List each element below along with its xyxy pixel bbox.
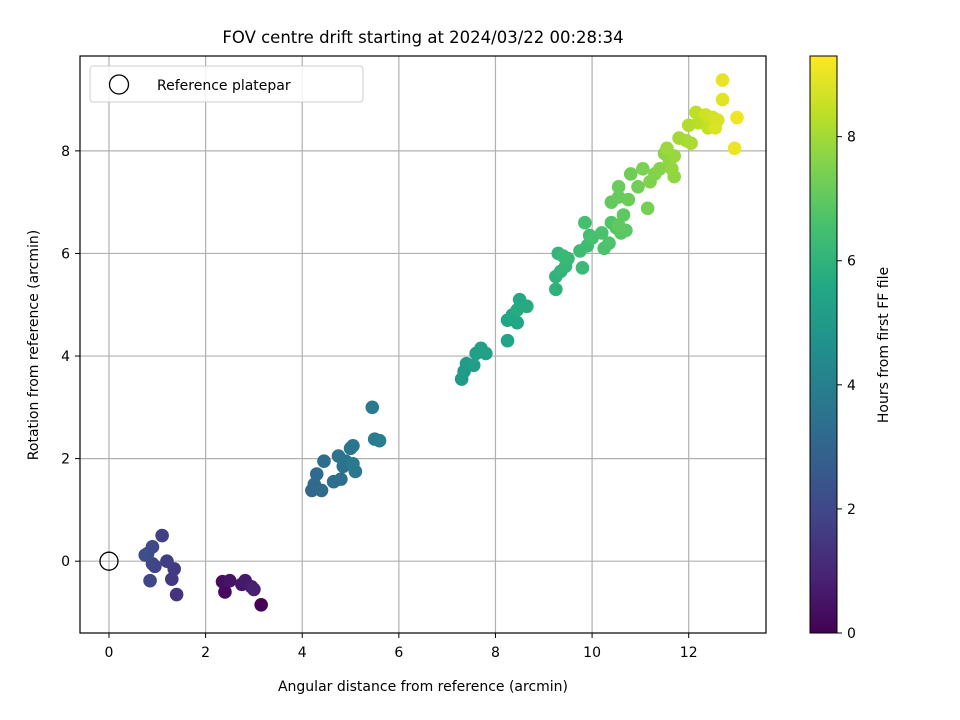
data-point xyxy=(715,73,730,87)
data-point xyxy=(466,358,481,373)
x-tick-label: 6 xyxy=(394,645,403,661)
data-point xyxy=(314,483,329,498)
data-point xyxy=(631,179,645,194)
colorbar-tick-label: 8 xyxy=(847,130,856,146)
data-point xyxy=(169,587,184,602)
data-point xyxy=(611,179,626,194)
x-tick-label: 2 xyxy=(201,645,210,661)
data-point xyxy=(636,162,650,176)
x-tick-label: 12 xyxy=(680,645,698,661)
colorbar-tick-label: 2 xyxy=(847,502,856,518)
data-point xyxy=(138,548,153,562)
x-tick-label: 10 xyxy=(583,645,601,661)
data-point xyxy=(479,346,493,361)
data-point xyxy=(365,400,380,415)
data-point xyxy=(556,249,570,263)
colorbar-ticks: 0 2 4 6 8 xyxy=(837,130,856,642)
colorbar-tick-label: 0 xyxy=(847,626,856,642)
colorbar-tick-label: 4 xyxy=(847,378,856,394)
data-point xyxy=(575,261,590,275)
y-axis-ticks: 0 2 4 6 8 xyxy=(61,144,80,570)
data-point xyxy=(549,282,563,297)
data-point xyxy=(621,192,636,207)
y-tick-label: 4 xyxy=(61,349,70,365)
y-tick-label: 0 xyxy=(61,554,70,570)
data-point xyxy=(222,573,237,588)
chart-title: FOV centre drift starting at 2024/03/22 … xyxy=(222,28,623,47)
colorbar-gradient xyxy=(809,55,838,634)
grid xyxy=(80,56,766,633)
data-point xyxy=(218,585,232,599)
data-point xyxy=(640,201,655,216)
data-point xyxy=(346,438,360,453)
y-tick-label: 6 xyxy=(61,246,70,262)
data-point xyxy=(715,92,730,107)
plot-frame xyxy=(79,55,767,634)
reference-marker xyxy=(99,551,119,571)
x-axis-label: Angular distance from reference (arcmin) xyxy=(278,679,568,695)
data-points xyxy=(138,73,744,612)
legend-box xyxy=(89,65,364,103)
x-tick-label: 8 xyxy=(491,645,500,661)
data-point xyxy=(334,472,348,486)
data-point xyxy=(309,467,324,481)
data-point xyxy=(247,582,261,597)
legend-entry-label: Reference platepar xyxy=(157,78,291,94)
data-point xyxy=(616,208,631,222)
data-point xyxy=(155,528,169,543)
data-point xyxy=(254,597,268,612)
colorbar-tick-label: 6 xyxy=(847,254,856,270)
data-point xyxy=(611,218,626,233)
colorbar-label: Hours from first FF file xyxy=(876,267,892,423)
data-point xyxy=(708,121,723,135)
x-tick-label: 4 xyxy=(298,645,307,661)
colorbar: 0 2 4 6 8 Hours from first FF file xyxy=(809,55,892,642)
data-point xyxy=(594,226,609,240)
data-point xyxy=(660,141,674,156)
data-point xyxy=(164,572,179,586)
data-point xyxy=(346,456,360,471)
data-point xyxy=(727,141,742,156)
data-point xyxy=(623,167,638,181)
x-tick-label: 0 xyxy=(105,645,114,661)
x-axis-ticks: 0 2 4 6 8 10 12 xyxy=(105,633,698,661)
data-point xyxy=(652,162,667,176)
data-point xyxy=(578,215,592,230)
data-point xyxy=(684,136,698,150)
data-point xyxy=(143,573,157,588)
data-point xyxy=(500,333,515,348)
data-point xyxy=(372,433,387,448)
y-axis-label: Rotation from reference (arcmin) xyxy=(26,230,42,460)
y-tick-label: 2 xyxy=(61,452,70,468)
data-point xyxy=(510,315,525,330)
legend: Reference platepar xyxy=(89,65,364,103)
data-point xyxy=(160,554,174,568)
legend-open-circle-icon xyxy=(108,74,130,95)
data-point xyxy=(730,110,744,125)
data-point xyxy=(602,236,616,251)
data-point xyxy=(520,299,534,314)
y-tick-label: 8 xyxy=(61,144,70,160)
data-point xyxy=(317,454,331,468)
data-point xyxy=(664,162,679,176)
